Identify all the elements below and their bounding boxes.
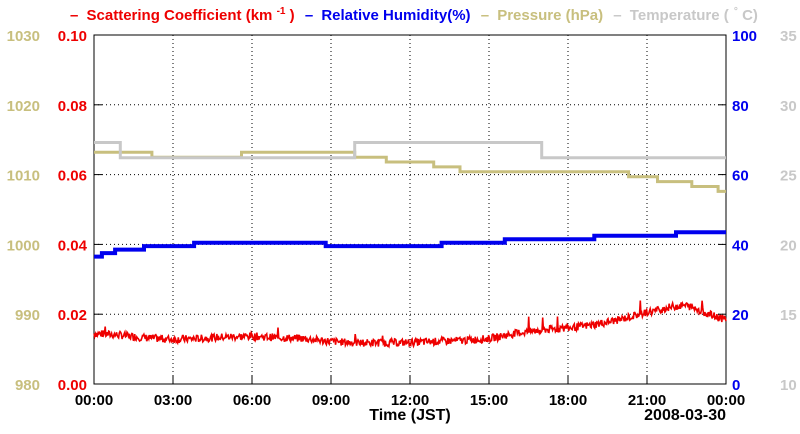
date-label: 2008-03-30: [644, 407, 726, 424]
humidity-series-line: [94, 230, 726, 259]
pressure-axis-tick-label: 1000: [7, 237, 40, 254]
x-tick-label: 06:00: [233, 392, 271, 409]
temperature-series-line: [94, 141, 726, 160]
legend-scattering-sup: -1: [277, 6, 286, 17]
scattering-axis-tick-label: 0.02: [58, 307, 87, 324]
series-layer: [93, 141, 727, 349]
legend-scattering-close: ): [290, 7, 295, 24]
x-tick-label: 03:00: [154, 392, 192, 409]
legend-humidity: Relative Humidity(%): [321, 7, 470, 24]
legend: – Scattering Coefficient (km -1 ) – Rela…: [70, 1, 758, 24]
legend-temperature-dash: –: [613, 7, 621, 24]
humidity-axis-tick-label: 60: [732, 168, 749, 185]
pressure-axis-tick-label: 1020: [7, 98, 40, 115]
temperature-axis-tick-label: 25: [780, 168, 797, 185]
temperature-axis-tick-label: 20: [780, 237, 797, 254]
legend-temperature: Temperature (: [630, 7, 729, 24]
legend-pressure-dash: –: [481, 7, 489, 24]
humidity-axis-tick-label: 100: [732, 28, 757, 45]
temperature-axis-tick-label: 30: [780, 98, 797, 115]
x-tick-label: 15:00: [470, 392, 508, 409]
x-tick-label: 00:00: [707, 392, 745, 409]
x-tick-label: 00:00: [75, 392, 113, 409]
scattering-series-line: [93, 300, 727, 349]
plot-area: [93, 34, 727, 385]
scattering-axis-tick-label: 0.08: [58, 98, 87, 115]
humidity-axis-tick-label: 0: [732, 377, 740, 394]
pressure-series-line: [94, 150, 726, 193]
humidity-axis-tick-label: 20: [732, 307, 749, 324]
pressure-axis-tick-label: 980: [15, 377, 40, 394]
x-tick-label: 18:00: [549, 392, 587, 409]
temperature-axis-tick-label: 35: [780, 28, 797, 45]
legend-pressure: Pressure (hPa): [497, 7, 603, 24]
pressure-axis-tick-label: 1010: [7, 168, 40, 185]
legend-temperature-close: C): [742, 7, 758, 24]
x-tick-label: 21:00: [628, 392, 666, 409]
scattering-axis-tick-label: 0.06: [58, 168, 87, 185]
pressure-axis-tick-label: 1030: [7, 28, 40, 45]
scattering-axis-tick-label: 0.10: [58, 28, 87, 45]
x-tick-label: 12:00: [391, 392, 429, 409]
x-tick-label: 09:00: [312, 392, 350, 409]
legend-degree-symbol: °: [734, 6, 738, 17]
humidity-axis-tick-label: 80: [732, 98, 749, 115]
axis-layer: 00:00 03:00 06:00 09:00 12:00 15:00 18:00 21:00…: [7, 28, 797, 409]
pressure-axis-tick-label: 990: [15, 307, 40, 324]
temperature-axis-tick-label: 10: [780, 377, 797, 394]
humidity-axis-tick-label: 40: [732, 237, 749, 254]
scattering-axis-tick-label: 0.04: [58, 237, 88, 254]
legend-scattering-dash: –: [70, 7, 78, 24]
legend-humidity-dash: –: [305, 7, 313, 24]
legend-scattering: Scattering Coefficient (km: [87, 7, 273, 24]
scattering-axis-tick-label: 0.00: [58, 377, 87, 394]
temperature-axis-tick-label: 15: [780, 307, 797, 324]
x-axis-title: Time (JST): [369, 407, 451, 424]
